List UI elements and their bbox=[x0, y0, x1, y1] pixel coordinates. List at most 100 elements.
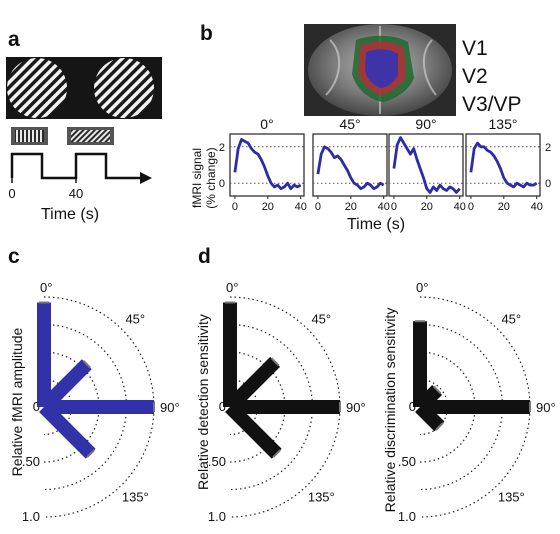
error-bar bbox=[435, 422, 444, 431]
error-bar bbox=[82, 359, 92, 369]
angle-label: 0° bbox=[416, 280, 428, 295]
stimulus-grating-right bbox=[94, 58, 154, 118]
timeseries-subplot-2: 90° 0 20 40 bbox=[388, 116, 466, 213]
tick-label-40: 40 bbox=[69, 186, 83, 201]
ytick-label: 0 bbox=[545, 178, 551, 190]
timeseries-subplot-0: 0° 0 20 40 0 2 bbox=[219, 116, 307, 213]
series-line bbox=[233, 138, 302, 191]
angle-label: 45° bbox=[501, 311, 521, 326]
polar-plots: 0°45°90°135°0.501.00°45°90°135°0.501.00°… bbox=[22, 280, 556, 524]
panel-d-label: d bbox=[198, 245, 211, 268]
polar-plot-d-discrimination: 0° 45° 90° 135° 0 .50 1.0 bbox=[398, 280, 556, 524]
polar-bar bbox=[37, 302, 51, 407]
legend-v2: V2 bbox=[462, 65, 488, 88]
xtick-label: 0 bbox=[391, 201, 397, 213]
xtick-label: 40 bbox=[454, 201, 466, 213]
ytick-label: 2 bbox=[219, 142, 225, 154]
stimulus-thumbnail-1-grating bbox=[15, 130, 44, 142]
polar-bar bbox=[230, 400, 340, 414]
polar-bar bbox=[39, 359, 92, 412]
angle-label: 45° bbox=[125, 311, 145, 326]
error-bar bbox=[270, 357, 280, 367]
region-v1 bbox=[365, 49, 398, 88]
angle-label: 45° bbox=[311, 311, 331, 326]
panel-d-ylabel-discrimination: Relative discrimination sensitivity bbox=[382, 308, 398, 513]
subplot-title: 45° bbox=[339, 116, 360, 132]
error-bar bbox=[272, 449, 281, 458]
block-design-trace bbox=[10, 152, 144, 180]
polar-ring bbox=[229, 296, 341, 518]
radial-tick-label: 1.0 bbox=[22, 509, 40, 524]
xtick-label: 40 bbox=[295, 201, 307, 213]
polar-ring bbox=[43, 296, 155, 518]
angle-label: 0° bbox=[226, 280, 238, 295]
xtick-label: 20 bbox=[262, 201, 274, 213]
subplot-title: 0° bbox=[260, 116, 273, 132]
brain-map bbox=[304, 24, 456, 116]
subplot-frame bbox=[229, 133, 305, 197]
panel-a-timeline: 0 40 Time (s) bbox=[8, 127, 152, 223]
error-bar bbox=[432, 385, 442, 395]
ytick-label: 0 bbox=[219, 178, 225, 190]
xtick-label: 40 bbox=[378, 201, 390, 213]
series-line bbox=[469, 141, 538, 189]
error-bar bbox=[86, 449, 95, 458]
polar-bar bbox=[415, 402, 445, 432]
radial-tick-label: 0 bbox=[409, 399, 416, 414]
angle-label: 135° bbox=[498, 490, 525, 505]
tick-label-0: 0 bbox=[8, 186, 15, 201]
panel-a-stimulus bbox=[6, 57, 162, 119]
polar-bar bbox=[44, 400, 154, 414]
timeseries-ylabel-line1: fMRI signal bbox=[190, 148, 204, 208]
polar-plot-d-detection: 0° 45° 90° 135° 0 .50 1.0 bbox=[208, 280, 366, 524]
radial-tick-label: 1.0 bbox=[398, 509, 416, 524]
panel-d-ylabel-detection: Relative detection sensitivity bbox=[195, 314, 211, 490]
panel-c-ylabel: Relative fMRI amplitude bbox=[9, 327, 25, 476]
polar-bar bbox=[223, 302, 237, 407]
radial-tick-label: .50 bbox=[208, 454, 226, 469]
polar-bar bbox=[225, 402, 282, 459]
polar-bar bbox=[413, 321, 427, 407]
xtick-label: 20 bbox=[498, 201, 510, 213]
panel-a-xlabel: Time (s) bbox=[41, 206, 99, 223]
angle-label: 135° bbox=[122, 490, 149, 505]
panel-a-label: a bbox=[8, 28, 20, 51]
series-line bbox=[316, 145, 385, 191]
radial-tick-label: 0 bbox=[33, 399, 40, 414]
legend-v3vp: V3/VP bbox=[462, 93, 522, 116]
polar-bar bbox=[225, 356, 281, 412]
radial-tick-label: .50 bbox=[398, 454, 416, 469]
angle-label: 90° bbox=[536, 400, 556, 415]
angle-label: 90° bbox=[346, 400, 366, 415]
xtick-label: 20 bbox=[421, 201, 433, 213]
radial-tick-label: .50 bbox=[22, 454, 40, 469]
panel-c-label: c bbox=[8, 245, 20, 268]
xtick-label: 40 bbox=[531, 201, 543, 213]
series-line bbox=[392, 136, 461, 194]
radial-tick-label: 1.0 bbox=[208, 509, 226, 524]
angle-label: 90° bbox=[160, 400, 180, 415]
angle-label: 135° bbox=[308, 490, 335, 505]
stimulus-thumbnail-2-grating bbox=[71, 130, 110, 142]
angle-label: 0° bbox=[40, 280, 52, 295]
legend-v1: V1 bbox=[462, 37, 488, 60]
polar-bar bbox=[420, 400, 530, 414]
xtick-label: 0 bbox=[315, 201, 321, 213]
xtick-label: 0 bbox=[468, 201, 474, 213]
subplot-frame bbox=[312, 133, 388, 197]
polar-ring bbox=[419, 296, 531, 518]
timeseries-ylabel-line2: (% change) bbox=[204, 147, 218, 208]
radial-tick-label: 0 bbox=[219, 399, 226, 414]
panel-b-label: b bbox=[200, 22, 213, 45]
subplot-title: 135° bbox=[489, 116, 518, 132]
xtick-label: 20 bbox=[345, 201, 357, 213]
timeseries-ylabel: fMRI signal (% change) bbox=[190, 147, 218, 208]
xtick-label: 0 bbox=[232, 201, 238, 213]
polar-bar bbox=[39, 402, 96, 459]
polar-plot-c: 0° 45° 90° 135° 0 .50 1.0 bbox=[22, 280, 180, 524]
ytick-label: 2 bbox=[545, 142, 551, 154]
timeseries-subplot-1: 45° 0 20 40 bbox=[312, 116, 390, 213]
